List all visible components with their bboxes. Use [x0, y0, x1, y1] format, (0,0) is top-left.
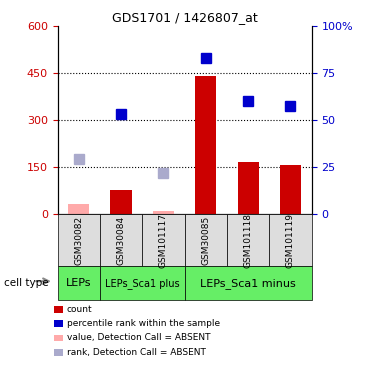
- Bar: [280, 165, 301, 214]
- Text: LEPs_Sca1 minus: LEPs_Sca1 minus: [200, 278, 296, 289]
- Text: LEPs: LEPs: [66, 278, 91, 288]
- Text: count: count: [67, 305, 92, 314]
- Text: GSM101117: GSM101117: [159, 213, 168, 267]
- Text: GSM30085: GSM30085: [201, 215, 210, 265]
- Bar: [68, 204, 89, 214]
- Text: GSM30084: GSM30084: [116, 215, 125, 265]
- Text: percentile rank within the sample: percentile rank within the sample: [67, 319, 220, 328]
- Text: GSM101118: GSM101118: [244, 213, 253, 267]
- Title: GDS1701 / 1426807_at: GDS1701 / 1426807_at: [112, 11, 257, 24]
- Bar: [237, 162, 259, 214]
- Text: GSM30082: GSM30082: [74, 215, 83, 265]
- Text: LEPs_Sca1 plus: LEPs_Sca1 plus: [105, 278, 180, 289]
- Bar: [153, 211, 174, 214]
- Text: cell type: cell type: [4, 278, 48, 288]
- Text: rank, Detection Call = ABSENT: rank, Detection Call = ABSENT: [67, 348, 206, 357]
- Text: value, Detection Call = ABSENT: value, Detection Call = ABSENT: [67, 333, 210, 342]
- Text: GSM101119: GSM101119: [286, 213, 295, 267]
- Bar: [195, 76, 216, 214]
- Bar: [111, 190, 132, 214]
